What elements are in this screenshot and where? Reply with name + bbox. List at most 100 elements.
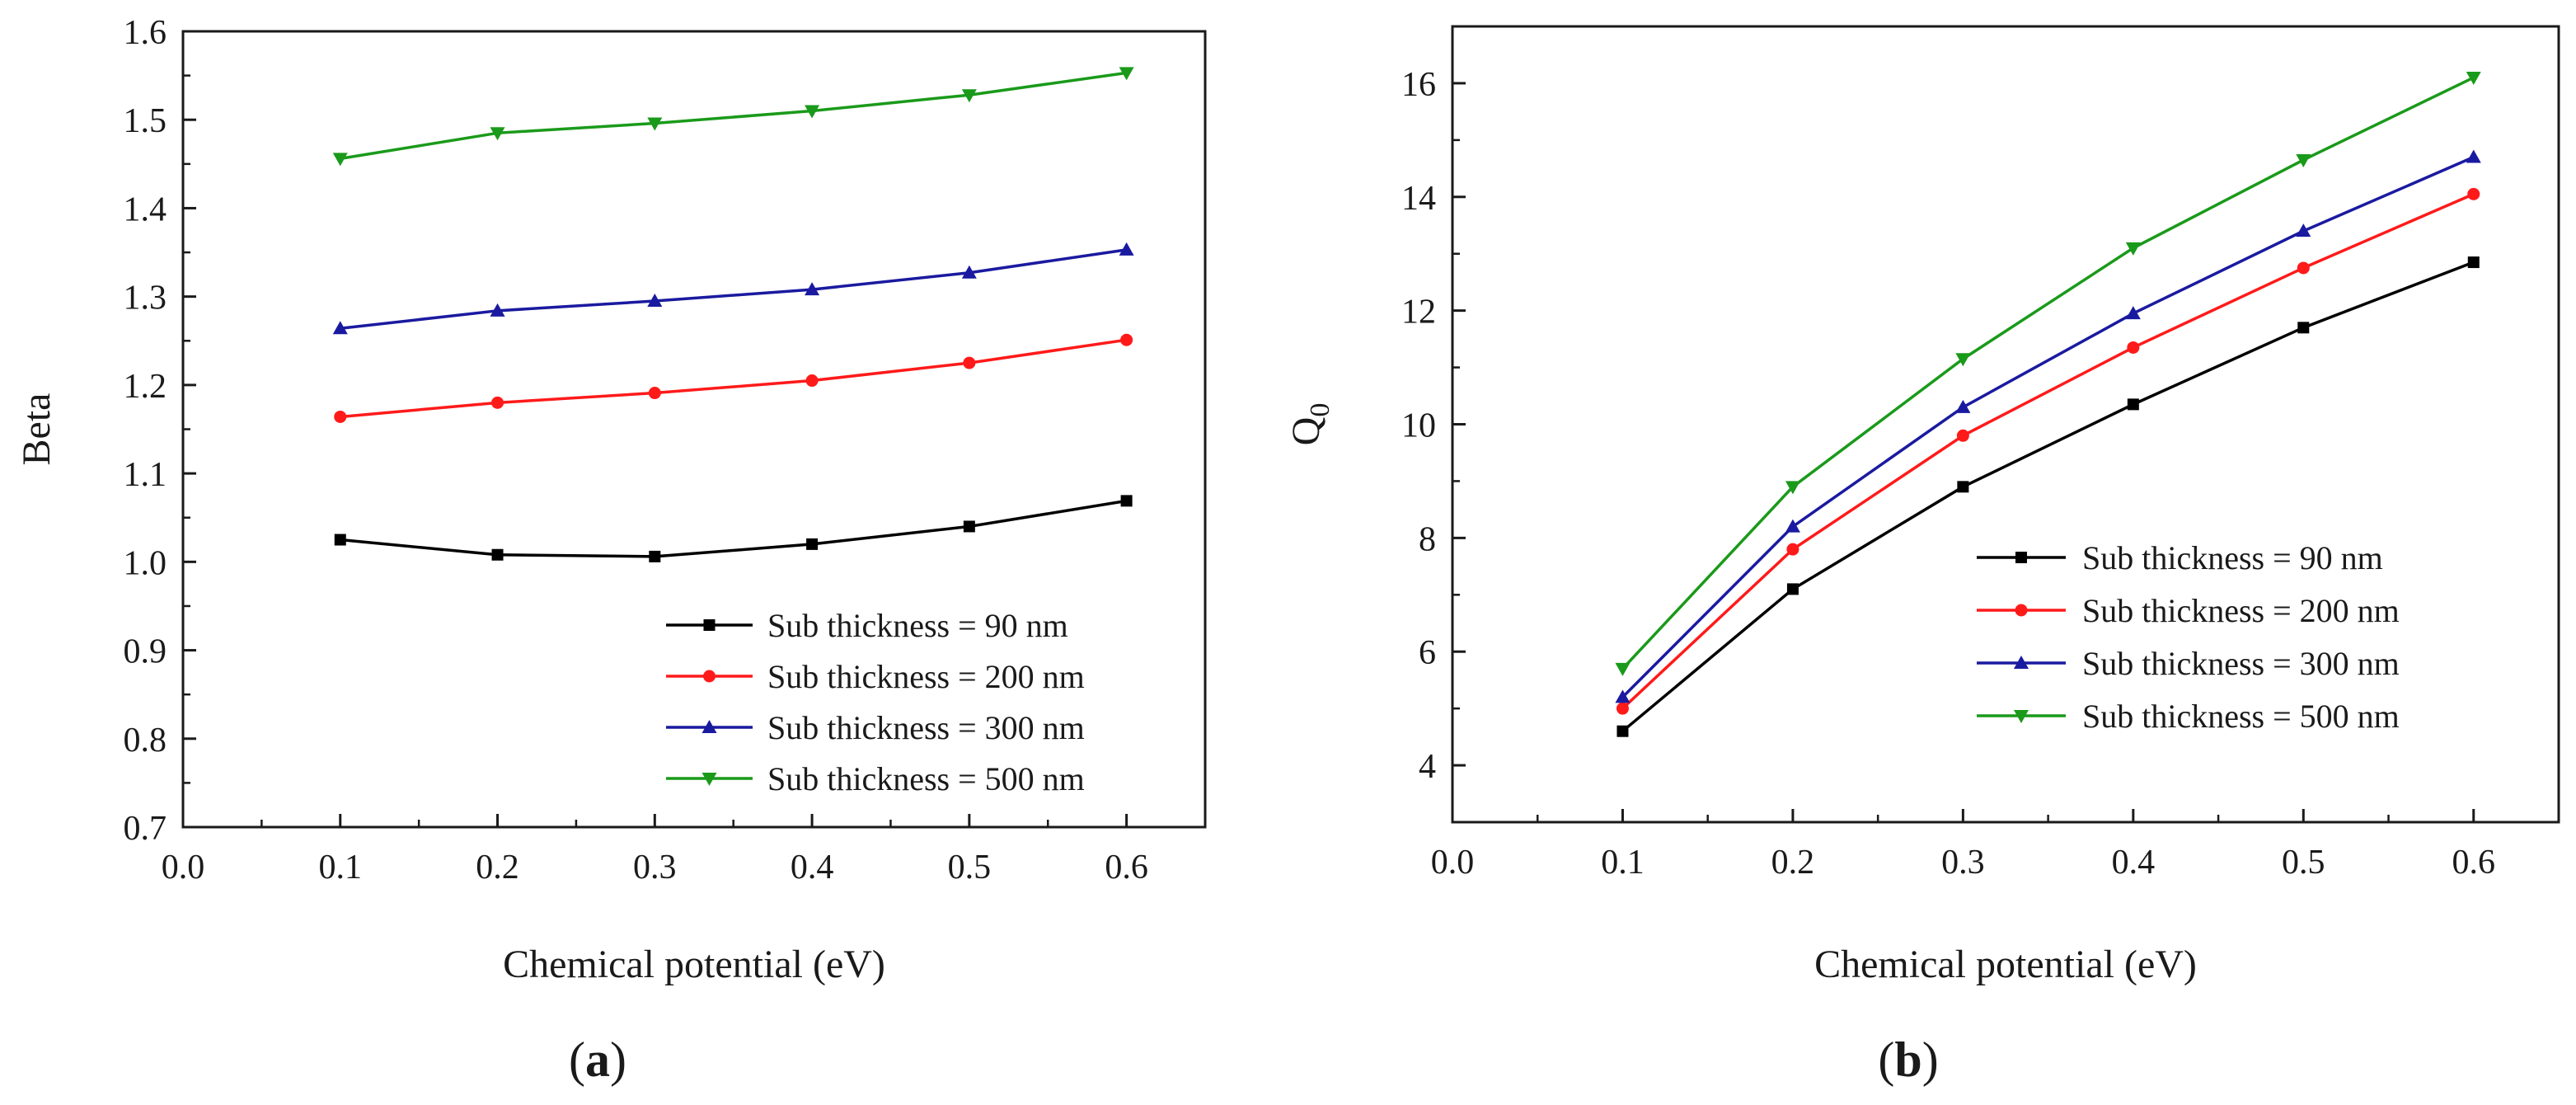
data-point	[2296, 153, 2311, 167]
data-point	[1786, 583, 1799, 595]
data-point	[2127, 341, 2140, 354]
data-point	[1785, 481, 1800, 495]
caption-close-paren: )	[1922, 1032, 1939, 1087]
series-line	[340, 71, 1127, 161]
y-axis-title: Q0	[1284, 403, 1335, 446]
legend-entry: Sub thickness = 300 nm	[767, 709, 1085, 746]
x-tick-label: 0.1	[1601, 844, 1645, 882]
legend-entry: Sub thickness = 300 nm	[2082, 645, 2400, 682]
data-point	[1119, 242, 1134, 256]
chart-panel-b: 0.0 0.1 0.2 0.3 0.4 0.5 0.6 4 6 8 10 12 14 16 Chemical…	[1284, 25, 2560, 1087]
data-point	[334, 534, 346, 546]
y-tick-label: 1.1	[124, 456, 167, 494]
y-tick-label: 1.4	[124, 190, 167, 228]
data-point	[490, 303, 505, 317]
data-point	[334, 410, 347, 423]
y-tick-label: 1.6	[124, 14, 167, 52]
data-point	[491, 396, 504, 409]
data-point	[2297, 261, 2310, 275]
x-tick-label: 0.5	[2282, 844, 2325, 882]
y-axis-title-main: Beta	[15, 393, 59, 466]
data-point	[2125, 306, 2141, 320]
x-tick-label: 0.4	[2112, 844, 2156, 882]
series-line	[1621, 261, 2475, 733]
data-point	[1616, 725, 1629, 737]
y-tick-label: 1.0	[124, 544, 167, 582]
y-tick-label: 1.3	[124, 280, 167, 317]
y-tick-label: 10	[1401, 407, 1436, 445]
data-point	[2466, 149, 2481, 163]
caption-open-paren: (	[1878, 1032, 1894, 1087]
x-axis-title: Chemical potential (eV)	[1814, 943, 2197, 986]
legend-marker	[2015, 552, 2027, 563]
legend-marker	[2014, 710, 2029, 723]
y-tick-label: 4	[1419, 748, 1436, 786]
series-2	[334, 333, 1133, 423]
legend: Sub thickness = 90 nm Sub thickness = 200…	[1977, 539, 2400, 735]
data-point	[963, 356, 976, 369]
panel-caption: (a)	[569, 1032, 626, 1087]
data-point	[805, 282, 820, 296]
data-point	[806, 538, 819, 550]
series-4	[332, 67, 1134, 167]
data-point	[2296, 223, 2311, 237]
legend-marker	[701, 720, 717, 733]
y-tick-label: 14	[1401, 180, 1436, 218]
data-point	[1957, 481, 1969, 493]
legend-entry: Sub thickness = 500 nm	[2082, 698, 2400, 735]
data-point	[2127, 398, 2139, 411]
x-tick-label: 0.1	[319, 849, 363, 886]
data-point	[491, 548, 504, 561]
series-line	[340, 248, 1127, 331]
legend-marker	[2014, 656, 2029, 669]
x-axis-title: Chemical potential (eV)	[503, 943, 885, 986]
x-tick-label: 0.3	[1941, 844, 1985, 882]
y-tick-label: 6	[1419, 634, 1436, 672]
series-line	[340, 338, 1127, 419]
series-2	[1616, 187, 2480, 715]
data-point	[961, 89, 977, 103]
data-point	[2125, 242, 2141, 256]
data-point	[1955, 399, 1971, 413]
legend-entry: Sub thickness = 90 nm	[2082, 539, 2383, 576]
data-point	[963, 520, 975, 533]
x-tick-label: 0.4	[791, 849, 834, 886]
legend-entry: Sub thickness = 200 nm	[2082, 592, 2400, 629]
data-point	[647, 294, 663, 308]
series-1	[1616, 256, 2480, 737]
y-tick-label: 0.8	[124, 722, 167, 759]
chart-panel-a: 0.0 0.1 0.2 0.3 0.4 0.5 0.6 0.7 0.8 0.9 1.0 1.1 1.2 1…	[15, 14, 1207, 1087]
y-tick-label: 12	[1401, 294, 1436, 332]
data-point	[2297, 322, 2310, 334]
legend-marker	[701, 773, 717, 786]
data-point	[2466, 72, 2481, 86]
y-tick-label: 8	[1419, 520, 1436, 558]
data-point	[805, 105, 820, 119]
data-point	[332, 321, 348, 335]
y-axis-title: Beta	[15, 393, 59, 466]
x-tick-label: 0.5	[948, 849, 992, 886]
x-tick-label: 0.2	[1771, 844, 1815, 882]
y-axis-title-main: Q	[1284, 417, 1328, 446]
panel-caption: (b)	[1878, 1032, 1938, 1087]
series-3	[1615, 149, 2481, 703]
caption-letter: b	[1894, 1032, 1921, 1087]
caption-open-paren: (	[569, 1032, 585, 1087]
legend-marker	[703, 670, 716, 683]
data-point	[1615, 689, 1631, 703]
data-point	[490, 127, 505, 141]
data-point	[1615, 662, 1631, 676]
y-tick-label: 1.5	[124, 102, 167, 140]
data-point	[1120, 495, 1133, 507]
y-tick-label: 1.2	[124, 368, 167, 406]
data-point	[1616, 702, 1629, 715]
legend-entry: Sub thickness = 200 nm	[767, 658, 1085, 695]
data-point	[2467, 187, 2480, 200]
x-tick-label: 0.0	[162, 849, 205, 886]
data-point	[1956, 429, 1969, 442]
data-point	[648, 387, 661, 400]
y-tick-label: 0.7	[124, 810, 167, 848]
legend-entry: Sub thickness = 500 nm	[767, 760, 1085, 797]
